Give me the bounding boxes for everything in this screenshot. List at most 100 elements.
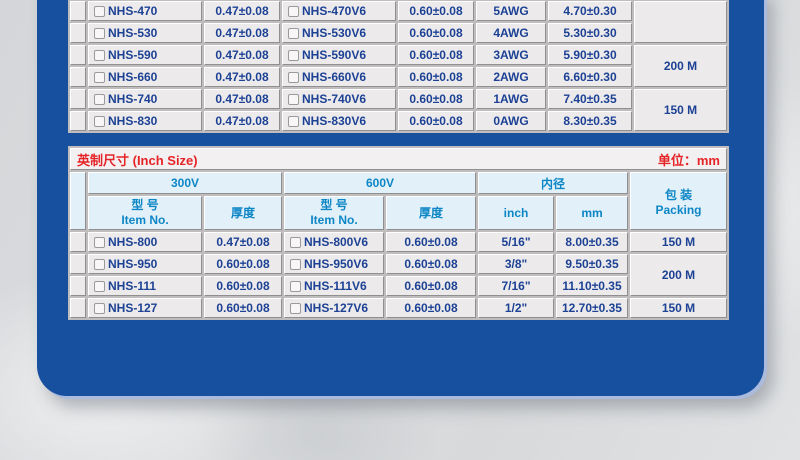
inch-cell: 3/8" — [478, 254, 554, 274]
thickness-cell: 0.60±0.08 — [398, 111, 474, 131]
diameter-mm-cell: 6.60±0.30 — [548, 67, 632, 87]
item-cell: NHS-530 — [88, 23, 202, 43]
diameter-mm-cell: 5.90±0.30 — [548, 45, 632, 65]
thickness-cell: 0.47±0.08 — [204, 111, 280, 131]
thickness-cell: 0.47±0.08 — [204, 45, 280, 65]
item-checkbox[interactable] — [94, 6, 105, 17]
item-label: NHS-740V6 — [302, 92, 367, 106]
thickness-cell: 0.47±0.08 — [204, 23, 280, 43]
diameter-mm-cell: 5.30±0.30 — [548, 23, 632, 43]
thickness-cell: 0.60±0.08 — [398, 1, 474, 21]
item-checkbox[interactable] — [94, 281, 105, 292]
item-cell: NHS-127V6 — [284, 298, 384, 318]
thickness-cell: 0.60±0.08 — [386, 254, 476, 274]
item-checkbox[interactable] — [94, 94, 105, 105]
item-checkbox[interactable] — [290, 281, 301, 292]
item-label: NHS-800V6 — [304, 235, 369, 249]
header-sub-row: 型 号 Item No. 厚度 型 号 Item No. 厚度 inch mm — [70, 196, 727, 230]
awg-cell: 4AWG — [476, 23, 546, 43]
item-label: NHS-470 — [108, 4, 158, 18]
thickness-cell: 0.47±0.08 — [204, 232, 282, 252]
inch-cell: 5/16" — [478, 232, 554, 252]
item-checkbox[interactable] — [94, 116, 105, 127]
table-row: NHS-470 0.47±0.08 NHS-470V6 0.60±0.08 5A… — [70, 1, 727, 43]
item-cell: NHS-590 — [88, 45, 202, 65]
item-checkbox[interactable] — [94, 50, 105, 61]
item-cell: NHS-111 — [88, 276, 202, 296]
awg-cell: 0AWG — [476, 111, 546, 131]
item-checkbox[interactable] — [94, 28, 105, 39]
item-label: NHS-590V6 — [302, 48, 367, 62]
header-inch: inch — [478, 196, 554, 230]
item-label: NHS-830V6 — [302, 114, 367, 128]
item-cell: NHS-127 — [88, 298, 202, 318]
thickness-cell: 0.60±0.08 — [386, 298, 476, 318]
packing-cell: 150 M — [630, 298, 727, 318]
spacer-cell — [70, 232, 86, 252]
item-checkbox[interactable] — [288, 94, 299, 105]
spacer-cell — [70, 89, 86, 109]
item-label: NHS-950 — [108, 257, 158, 271]
awg-cell: 2AWG — [476, 67, 546, 87]
packing-cell: 150 M — [630, 232, 727, 252]
thickness-cell: 0.60±0.08 — [386, 232, 476, 252]
item-checkbox[interactable] — [94, 259, 105, 270]
table-row: NHS-800 0.47±0.08 NHS-800V6 0.60±0.08 5/… — [70, 232, 727, 252]
thickness-cell: 0.60±0.08 — [398, 89, 474, 109]
item-label: NHS-530 — [108, 26, 158, 40]
item-checkbox[interactable] — [288, 50, 299, 61]
diameter-mm-cell: 8.30±0.35 — [548, 111, 632, 131]
item-checkbox[interactable] — [288, 72, 299, 83]
table-row: NHS-950 0.60±0.08 NHS-950V6 0.60±0.08 3/… — [70, 254, 727, 296]
spacer-cell — [70, 111, 86, 131]
item-checkbox[interactable] — [290, 237, 301, 248]
item-cell: NHS-950V6 — [284, 254, 384, 274]
table-title-row: 英制尺寸 (Inch Size) 单位：mm — [70, 148, 727, 170]
item-label: NHS-127 — [108, 301, 158, 315]
inch-cell: 7/16" — [478, 276, 554, 296]
thickness-cell: 0.47±0.08 — [204, 89, 280, 109]
item-checkbox[interactable] — [94, 303, 105, 314]
item-cell: NHS-470 — [88, 1, 202, 21]
item-label: NHS-111 — [108, 279, 157, 293]
item-label: NHS-740 — [108, 92, 158, 106]
item-checkbox[interactable] — [290, 259, 301, 270]
metric-size-table: NHS-470 0.47±0.08 NHS-470V6 0.60±0.08 5A… — [68, 0, 729, 133]
header-group-row: 300V 600V 内径 包 装 Packing — [70, 172, 727, 230]
packing-cell: 150 M — [634, 89, 727, 131]
header-inner-diameter: 内径 — [478, 172, 628, 194]
header-600v: 600V — [284, 172, 476, 194]
thickness-cell: 0.60±0.08 — [386, 276, 476, 296]
item-checkbox[interactable] — [288, 6, 299, 17]
item-cell: NHS-590V6 — [282, 45, 396, 65]
header-thickness: 厚度 — [386, 196, 476, 230]
item-cell: NHS-950 — [88, 254, 202, 274]
item-cell: NHS-800 — [88, 232, 202, 252]
item-cell: NHS-530V6 — [282, 23, 396, 43]
table-row: NHS-590 0.47±0.08 NHS-590V6 0.60±0.08 3A… — [70, 45, 727, 87]
header-mm: mm — [556, 196, 628, 230]
table-row: NHS-830 0.47±0.08 NHS-830V6 0.60±0.08 0A… — [70, 111, 727, 131]
item-checkbox[interactable] — [290, 303, 301, 314]
table-row: NHS-740 0.47±0.08 NHS-740V6 0.60±0.08 1A… — [70, 89, 727, 131]
unit-label: 单位：mm — [657, 152, 720, 168]
thickness-cell: 0.47±0.08 — [204, 1, 280, 21]
header-thickness: 厚度 — [204, 196, 282, 230]
item-checkbox[interactable] — [94, 237, 105, 248]
item-checkbox[interactable] — [288, 116, 299, 127]
item-cell: NHS-111V6 — [284, 276, 384, 296]
item-label: NHS-950V6 — [304, 257, 369, 271]
table-title: 英制尺寸 (Inch Size) — [77, 152, 198, 168]
thickness-cell: 0.60±0.08 — [204, 254, 282, 274]
packing-cell — [634, 1, 727, 43]
thickness-cell: 0.60±0.08 — [204, 298, 282, 318]
item-checkbox[interactable] — [288, 28, 299, 39]
item-cell: NHS-470V6 — [282, 1, 396, 21]
diameter-mm-cell: 9.50±0.35 — [556, 254, 628, 274]
item-checkbox[interactable] — [94, 72, 105, 83]
item-label: NHS-800 — [108, 235, 158, 249]
header-300v: 300V — [88, 172, 282, 194]
header-item-no: 型 号 Item No. — [88, 196, 202, 230]
item-label: NHS-127V6 — [304, 301, 369, 315]
